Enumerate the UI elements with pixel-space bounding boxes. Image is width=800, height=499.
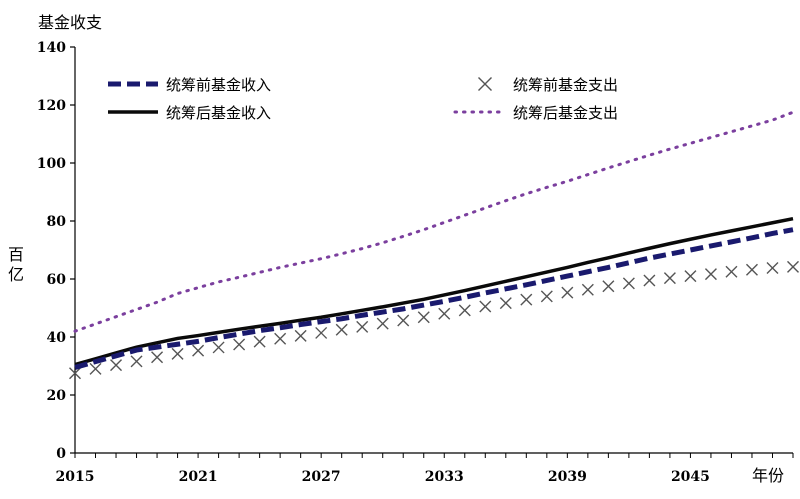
data-point-x-marker bbox=[110, 359, 123, 372]
data-point-x-marker bbox=[233, 338, 246, 351]
data-point-x-marker bbox=[438, 307, 451, 320]
legend-item: 统筹后基金支出 bbox=[453, 104, 618, 122]
data-point-x-marker bbox=[89, 362, 102, 375]
data-point-x-marker bbox=[725, 265, 738, 278]
data-point-x-marker bbox=[315, 326, 328, 339]
data-point-x-marker bbox=[356, 320, 369, 333]
data-point-x-marker bbox=[458, 304, 471, 317]
data-point-x-marker bbox=[151, 351, 164, 364]
data-point-x-marker bbox=[520, 293, 533, 306]
data-point-x-marker bbox=[643, 274, 656, 287]
data-point-x-marker bbox=[253, 335, 266, 348]
x-ticks: 2015 2021 2027 2033 2039 2045 bbox=[56, 453, 794, 485]
data-point-x-marker bbox=[479, 300, 492, 313]
legend-label: 统筹前基金收入 bbox=[166, 76, 271, 94]
y-axis-title: 基金收支 bbox=[38, 13, 102, 32]
data-point-x-marker bbox=[499, 297, 512, 310]
legend-x-marker bbox=[478, 77, 492, 91]
y-tick-label: 0 bbox=[56, 446, 66, 462]
x-axis-title: 年份 bbox=[752, 466, 784, 485]
data-point-x-marker bbox=[581, 283, 594, 296]
data-point-x-marker bbox=[69, 367, 81, 380]
data-point-x-marker bbox=[274, 332, 287, 345]
series-统筹前基金支出 bbox=[69, 260, 799, 380]
data-point-x-marker bbox=[130, 355, 143, 368]
data-point-x-marker bbox=[192, 344, 205, 357]
x-tick-label: 2039 bbox=[548, 469, 587, 485]
x-tick-label: 2021 bbox=[179, 469, 218, 485]
x-tick-label: 2045 bbox=[671, 469, 710, 485]
data-point-x-marker bbox=[787, 260, 799, 273]
y-ticks: 0 20 40 60 80 100 120 140 bbox=[37, 40, 75, 462]
data-point-x-marker bbox=[766, 261, 779, 274]
x-tick-label: 2027 bbox=[302, 469, 341, 485]
data-point-x-marker bbox=[294, 329, 307, 342]
y-axis-unit-char-2: 亿 bbox=[8, 265, 24, 284]
data-point-x-marker bbox=[561, 286, 574, 299]
y-axis-unit-char-1: 百 bbox=[8, 245, 24, 264]
data-point-x-marker bbox=[602, 280, 615, 293]
data-point-x-marker bbox=[622, 277, 635, 290]
legend-item: 统筹前基金收入 bbox=[108, 76, 271, 94]
series-line bbox=[73, 110, 795, 333]
x-tick-label: 2015 bbox=[56, 469, 95, 485]
series-line bbox=[74, 216, 794, 367]
data-point-x-marker bbox=[376, 317, 389, 330]
y-tick-label: 60 bbox=[47, 272, 67, 288]
data-point-x-marker bbox=[745, 263, 758, 276]
y-tick-label: 140 bbox=[37, 40, 66, 56]
legend-item: 统筹后基金收入 bbox=[108, 104, 271, 122]
series-统筹后基金收入 bbox=[74, 216, 794, 367]
series-统筹前基金收入 bbox=[74, 227, 794, 370]
data-point-x-marker bbox=[684, 270, 697, 283]
data-point-x-marker bbox=[335, 323, 348, 336]
data-point-x-marker bbox=[171, 347, 184, 360]
legend-label: 统筹后基金收入 bbox=[166, 104, 271, 122]
y-tick-label: 40 bbox=[47, 330, 67, 346]
data-point-x-marker bbox=[704, 268, 717, 281]
legend-item: 统筹前基金支出 bbox=[478, 76, 618, 94]
legend-label: 统筹前基金支出 bbox=[513, 76, 618, 94]
x-tick-label: 2033 bbox=[425, 469, 464, 485]
y-tick-label: 20 bbox=[47, 388, 67, 404]
y-tick-label: 120 bbox=[37, 98, 66, 114]
series-layer bbox=[69, 110, 799, 380]
data-point-x-marker bbox=[397, 314, 410, 327]
legend-label: 统筹后基金支出 bbox=[513, 104, 618, 122]
series-统筹后基金支出 bbox=[73, 110, 795, 333]
y-tick-label: 80 bbox=[47, 214, 67, 230]
data-point-x-marker bbox=[663, 272, 676, 285]
data-point-x-marker bbox=[540, 290, 553, 303]
data-point-x-marker bbox=[417, 311, 430, 324]
y-tick-label: 100 bbox=[37, 156, 66, 172]
data-point-x-marker bbox=[212, 341, 225, 354]
series-line bbox=[74, 227, 794, 370]
